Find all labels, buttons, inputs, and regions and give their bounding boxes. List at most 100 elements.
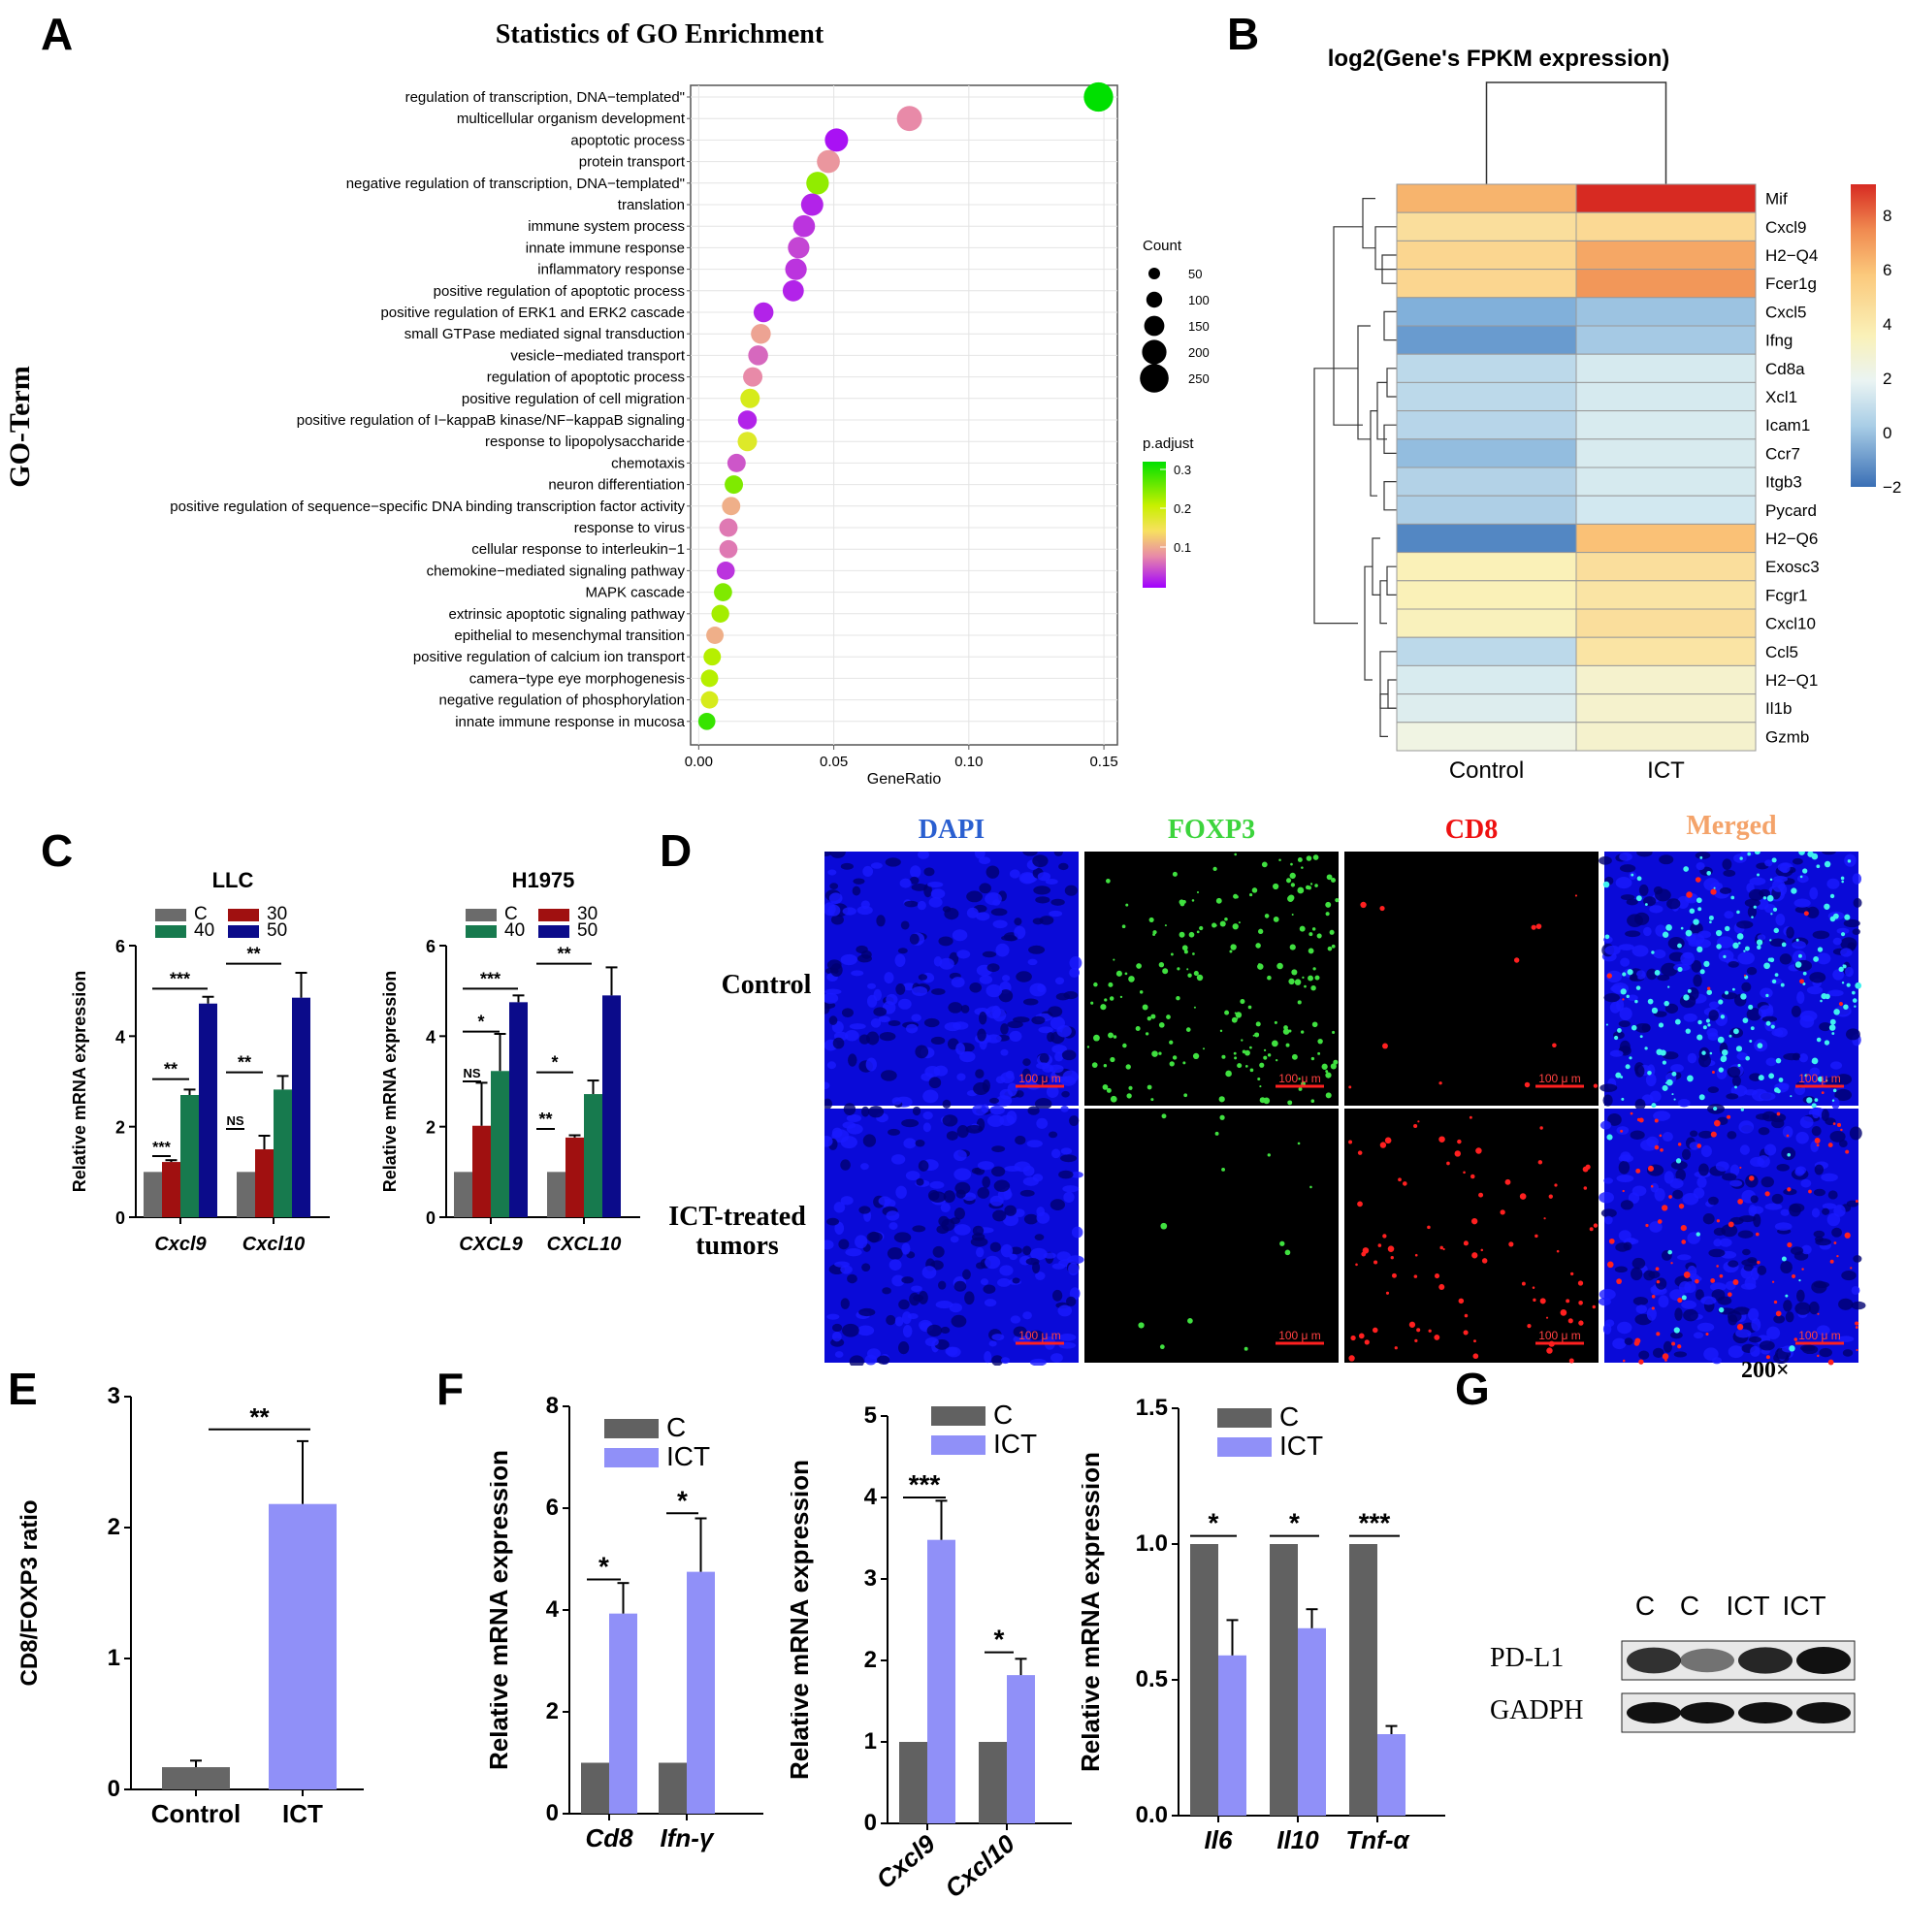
cd8-signal (1620, 1129, 1624, 1133)
nucleus (1780, 1260, 1793, 1274)
foxp3-signal (1261, 861, 1268, 868)
go-term-label: multicellular organism development (457, 111, 686, 127)
nucleus (1852, 928, 1860, 935)
foxp3-signal (1291, 1053, 1298, 1060)
cd8-signal (1350, 1335, 1356, 1341)
nucleus (905, 1023, 919, 1034)
nucleus (1022, 852, 1038, 856)
nucleus (1758, 1092, 1776, 1101)
foxp3-signal (1273, 917, 1279, 922)
y-tick-label: 4 (864, 1484, 878, 1510)
foxp3-signal (1634, 999, 1638, 1004)
nucleus (903, 1138, 917, 1149)
nucleus (1038, 1026, 1053, 1034)
go-dot (743, 367, 763, 387)
nucleus (991, 1355, 1004, 1366)
nucleus (1800, 1344, 1816, 1352)
nucleus (1681, 1300, 1696, 1309)
bar (899, 1742, 927, 1823)
foxp3-signal (1185, 1027, 1191, 1032)
go-dot (737, 432, 758, 452)
nucleus (1064, 885, 1078, 896)
legend-swatch (604, 1448, 659, 1467)
nucleus (912, 1106, 921, 1116)
nucleus (1023, 1213, 1039, 1225)
nucleus (953, 1224, 971, 1236)
foxp3-signal (1244, 1049, 1250, 1056)
row-dendrogram-branch (1379, 693, 1388, 737)
cd8-signal (1439, 1245, 1443, 1250)
foxp3-signal (1108, 1032, 1114, 1039)
cd8-signal (1681, 1240, 1687, 1244)
nucleus (1634, 1098, 1646, 1111)
nucleus (1746, 1008, 1762, 1021)
foxp3-signal (1187, 1318, 1193, 1324)
nucleus (939, 957, 954, 970)
nucleus (1765, 1057, 1777, 1067)
foxp3-signal (1832, 1088, 1837, 1093)
heatmap-cell (1396, 325, 1577, 355)
gadph-band (1738, 1702, 1793, 1723)
cd8-signal (1548, 1194, 1553, 1199)
nucleus (1783, 1188, 1797, 1196)
nucleus (1744, 898, 1761, 908)
lane-label: ICT (1782, 1591, 1825, 1621)
nucleus (911, 1285, 922, 1292)
heatmap-row-label: H2−Q4 (1765, 246, 1818, 265)
cd8-signal (1739, 1166, 1742, 1169)
nucleus (1602, 1094, 1613, 1107)
cd8-signal (1645, 1223, 1649, 1228)
nucleus (922, 1111, 933, 1120)
cd8-signal (1773, 1300, 1778, 1304)
nucleus (867, 982, 877, 989)
cd8-signal (1821, 1091, 1825, 1095)
heatmap-col-label: ICT (1647, 757, 1685, 784)
nucleus (1844, 966, 1854, 978)
micro-image-foxp3-control: 100 μ m (1084, 852, 1340, 1106)
nucleus (1696, 1322, 1715, 1333)
cd8-signal (1706, 986, 1711, 990)
row-label-control: Control (721, 970, 812, 1000)
nucleus (1013, 1326, 1027, 1337)
foxp3-signal (1191, 899, 1195, 902)
nucleus (1811, 1126, 1822, 1137)
nucleus (1761, 1015, 1778, 1022)
significance-marker: *** (170, 969, 190, 988)
nucleus (1764, 1203, 1783, 1210)
cd8-signal (1532, 1286, 1535, 1289)
nucleus (1009, 1253, 1018, 1261)
go-term-label: chemokine−mediated signaling pathway (427, 563, 686, 579)
category-label: Control (151, 1799, 241, 1828)
foxp3-signal (1314, 975, 1320, 981)
foxp3-signal (1740, 993, 1747, 1000)
foxp3-signal (1802, 982, 1806, 986)
nucleus (1837, 1336, 1855, 1342)
go-dot (806, 172, 829, 195)
nucleus (1627, 914, 1644, 927)
cd8-signal (1677, 1297, 1683, 1304)
foxp3-signal (1311, 927, 1316, 931)
nucleus (1054, 1051, 1064, 1062)
cd8-signal (1608, 1238, 1615, 1244)
significance-marker: *** (909, 1469, 941, 1499)
panel-label-e: E (8, 1364, 38, 1414)
nucleus (1816, 1325, 1830, 1336)
heatmap-title: log2(Gene's FPKM expression) (1328, 46, 1669, 72)
nucleus (1774, 1027, 1788, 1038)
nucleus (1757, 934, 1766, 941)
nucleus (1643, 1270, 1656, 1281)
foxp3-signal (1799, 875, 1803, 879)
foxp3-signal (1667, 1249, 1672, 1255)
cd8-signal (1537, 1160, 1543, 1165)
nucleus (1636, 852, 1653, 857)
foxp3-signal (1831, 1032, 1835, 1036)
foxp3-signal (1813, 956, 1820, 962)
nucleus (831, 1323, 843, 1333)
nucleus (1724, 911, 1734, 919)
nucleus (913, 1294, 924, 1302)
foxp3-signal (1847, 859, 1852, 863)
nucleus (1033, 886, 1051, 895)
foxp3-signal (1697, 907, 1702, 912)
nucleus (1826, 1212, 1841, 1227)
nucleus (1736, 920, 1754, 929)
